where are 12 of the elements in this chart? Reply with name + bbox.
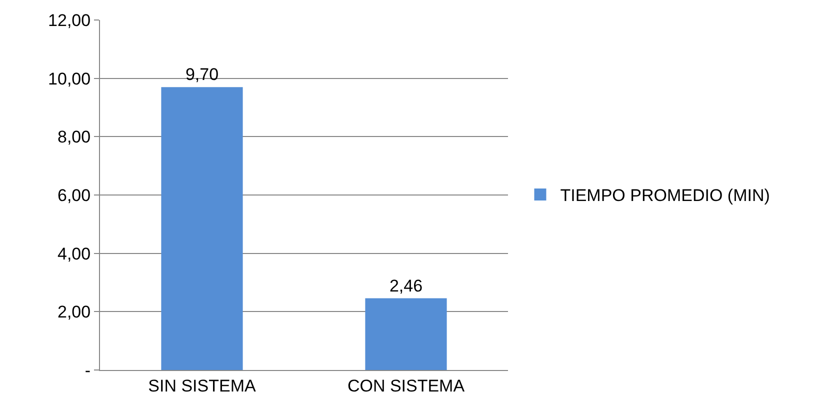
y-tick-label: 6,00 xyxy=(58,186,91,205)
y-tick-label: 4,00 xyxy=(58,244,91,264)
legend-label: TIEMPO PROMEDIO (MIN) xyxy=(560,186,770,206)
x-tick-label: CON SISTEMA xyxy=(347,376,466,396)
y-tick-label: - xyxy=(84,360,91,380)
y-tick-label: 10,00 xyxy=(48,69,91,88)
y-tick-label: 2,00 xyxy=(58,302,91,322)
y-tick-label: 8,00 xyxy=(58,128,91,147)
y-tick-label: 12,00 xyxy=(48,10,91,30)
x-tick-label: SIN SISTEMA xyxy=(148,376,257,396)
data-label: 2,46 xyxy=(389,276,423,296)
data-label: 9,70 xyxy=(185,65,219,84)
